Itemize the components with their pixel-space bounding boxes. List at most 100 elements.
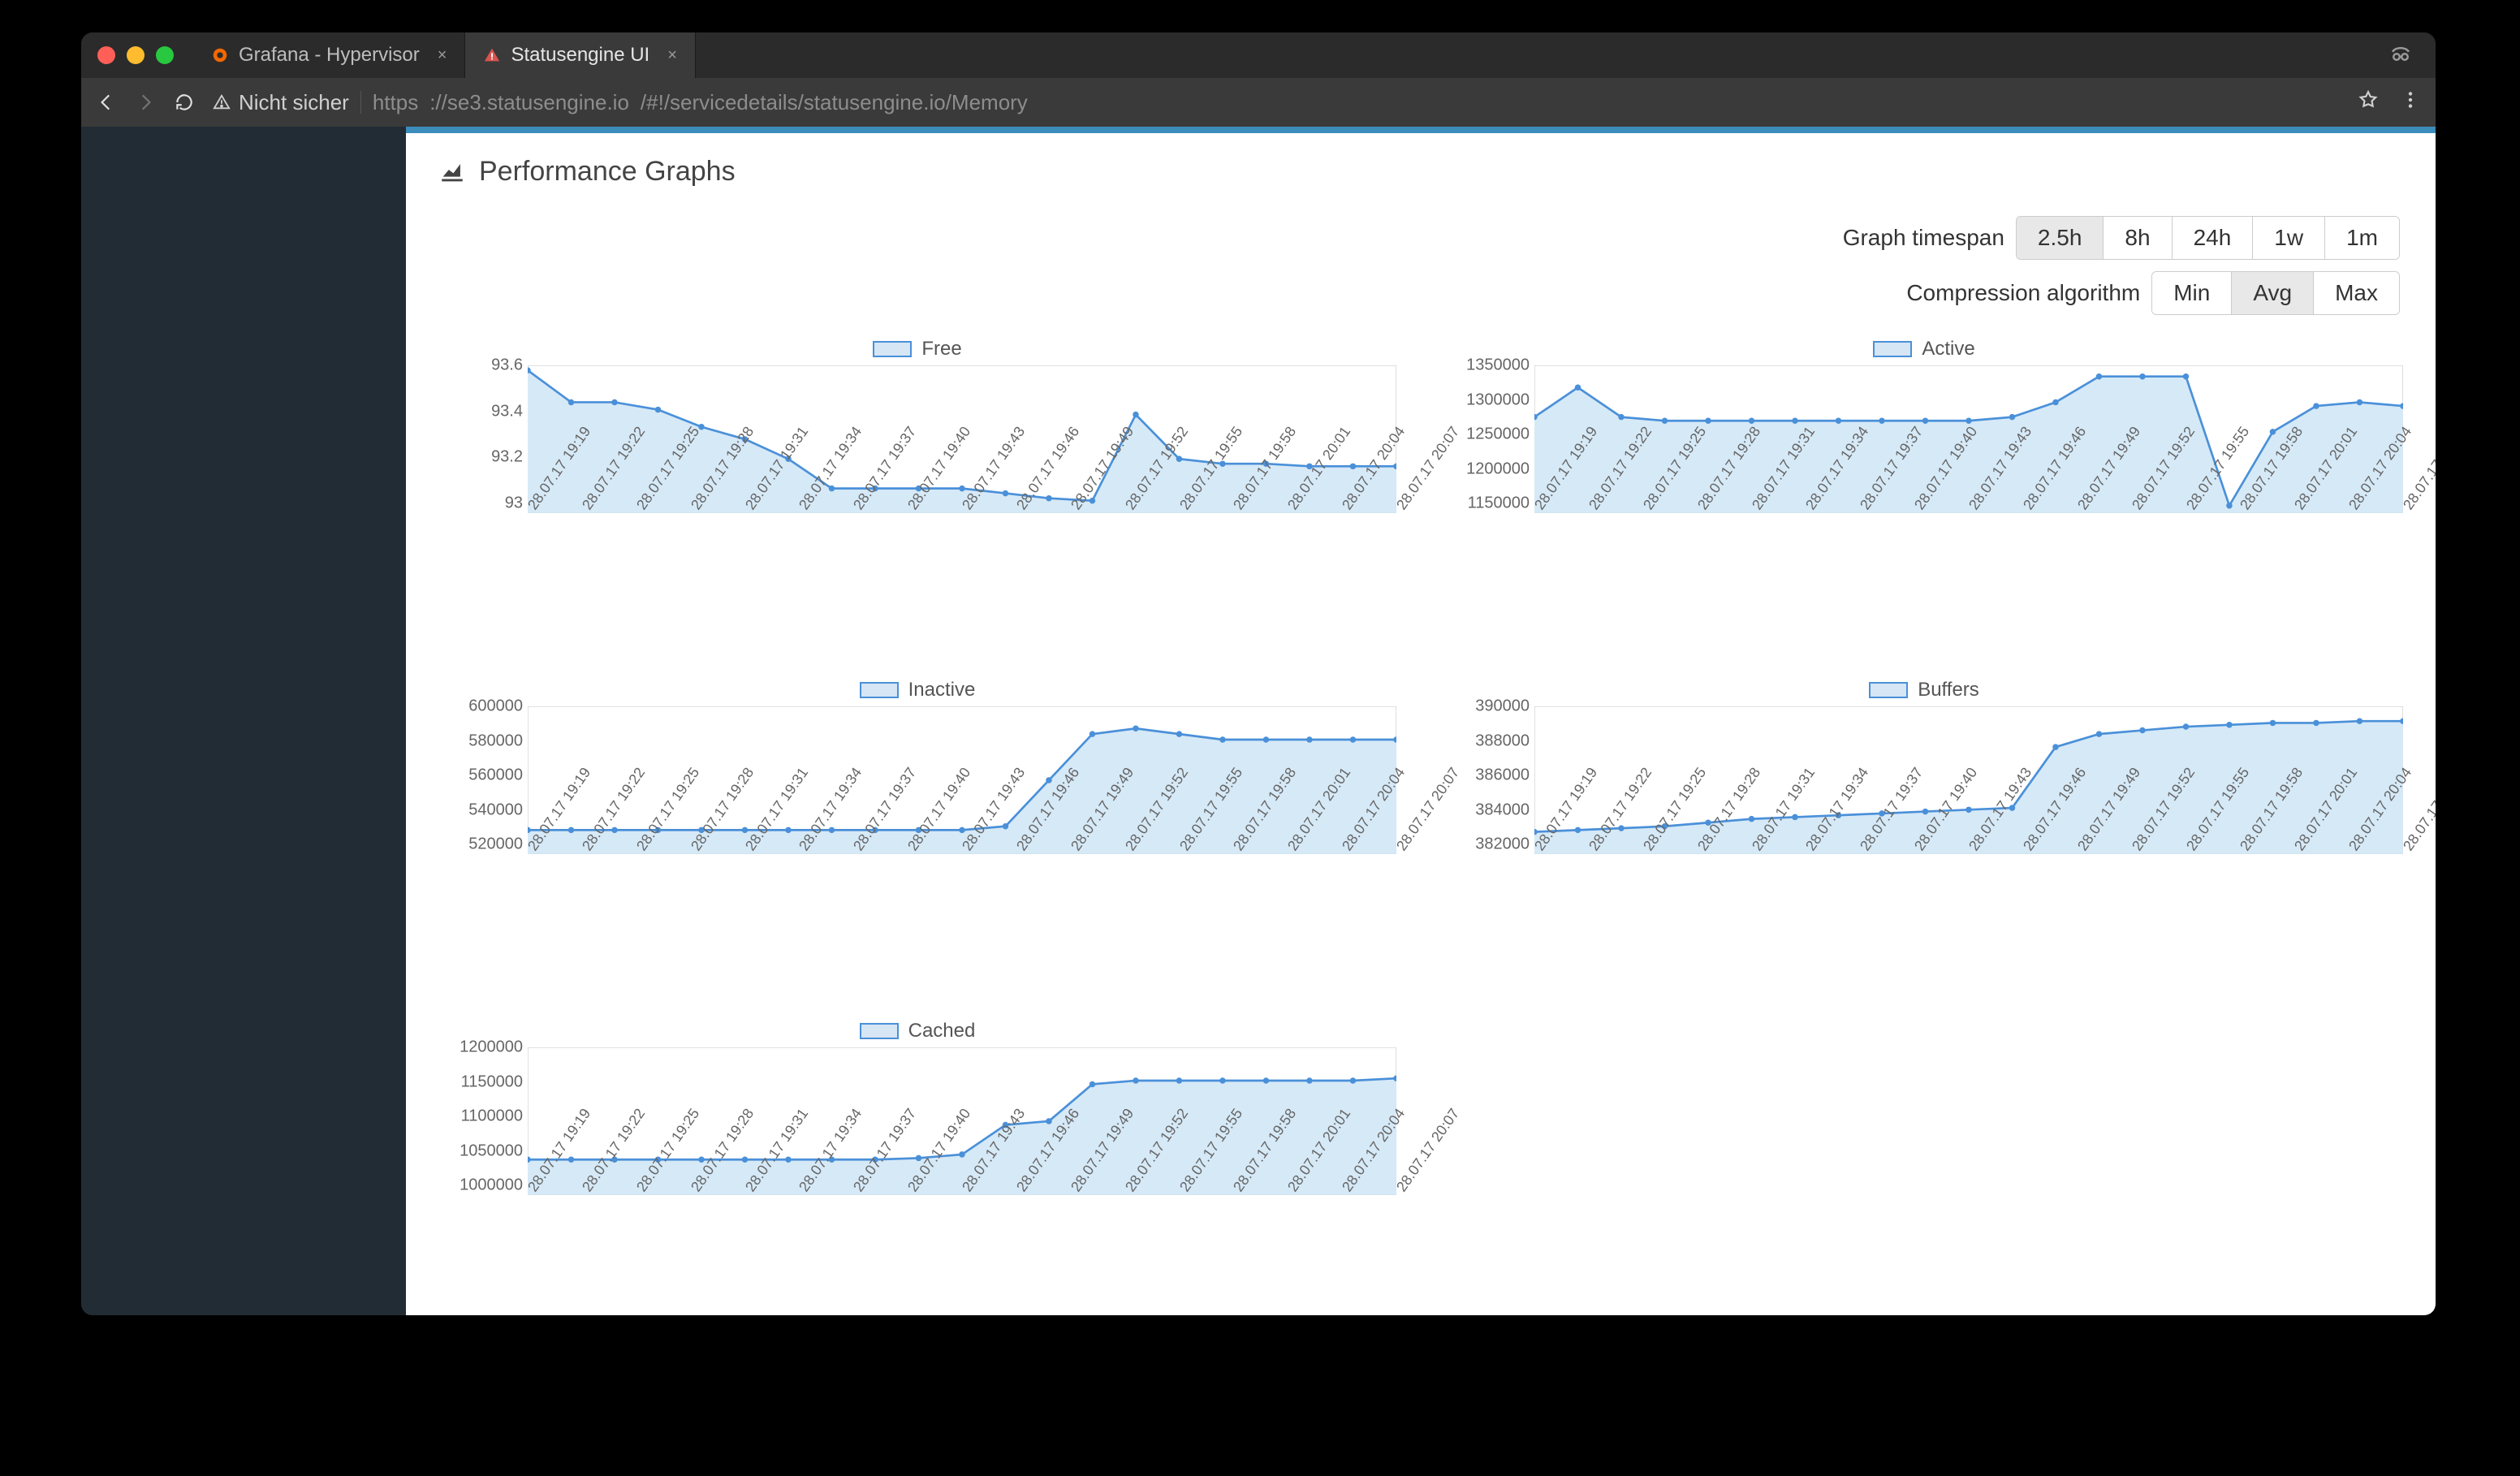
data-point[interactable] <box>1263 736 1269 742</box>
close-window-button[interactable] <box>97 46 115 64</box>
data-point[interactable] <box>1219 1077 1225 1083</box>
data-point[interactable] <box>1922 809 1928 814</box>
chart-legend[interactable]: Free <box>438 338 1396 360</box>
chart-legend[interactable]: Inactive <box>438 679 1396 701</box>
data-point[interactable] <box>1090 1081 1095 1087</box>
data-point[interactable] <box>2096 373 2102 379</box>
chart-legend[interactable]: Active <box>1445 338 2403 360</box>
data-point[interactable] <box>959 1151 964 1157</box>
data-point[interactable] <box>1922 418 1928 424</box>
timespan-button-8h[interactable]: 8h <box>2103 217 2171 259</box>
data-point[interactable] <box>1575 385 1581 391</box>
data-point[interactable] <box>1133 412 1138 417</box>
data-point[interactable] <box>1003 490 1008 496</box>
data-point[interactable] <box>1046 777 1051 783</box>
data-point[interactable] <box>1705 418 1711 424</box>
nav-back-button[interactable] <box>96 92 117 113</box>
zoom-window-button[interactable] <box>156 46 174 64</box>
bookmark-icon[interactable] <box>2358 89 2379 116</box>
data-point[interactable] <box>2096 731 2102 736</box>
data-point[interactable] <box>1879 418 1884 424</box>
data-point[interactable] <box>2357 718 2362 723</box>
data-point[interactable] <box>2270 429 2276 434</box>
data-point[interactable] <box>1350 736 1356 742</box>
data-point[interactable] <box>2183 723 2189 729</box>
data-point[interactable] <box>2052 399 2058 405</box>
data-point[interactable] <box>1003 823 1008 829</box>
data-point[interactable] <box>611 399 617 405</box>
compression-button-Avg[interactable]: Avg <box>2231 272 2313 314</box>
data-point[interactable] <box>1306 1077 1312 1083</box>
reload-button[interactable] <box>174 92 195 113</box>
data-point[interactable] <box>2313 403 2319 408</box>
data-point[interactable] <box>1133 726 1138 732</box>
timespan-button-24h[interactable]: 24h <box>2172 217 2253 259</box>
data-point[interactable] <box>611 827 617 833</box>
timespan-button-1w[interactable]: 1w <box>2252 217 2324 259</box>
menu-icon[interactable] <box>2400 89 2421 116</box>
data-point[interactable] <box>1219 736 1225 742</box>
close-tab-icon[interactable]: × <box>438 46 447 65</box>
data-point[interactable] <box>1046 495 1051 501</box>
data-point[interactable] <box>1263 1077 1269 1083</box>
data-point[interactable] <box>568 1156 574 1162</box>
new-tab-button[interactable] <box>696 32 728 78</box>
compression-button-Min[interactable]: Min <box>2152 272 2231 314</box>
security-indicator[interactable]: Nicht sicher <box>213 90 349 115</box>
data-point[interactable] <box>742 827 748 833</box>
data-point[interactable] <box>1792 418 1797 424</box>
timespan-button-1m[interactable]: 1m <box>2324 217 2399 259</box>
data-point[interactable] <box>1176 455 1182 461</box>
nav-forward-button[interactable] <box>135 92 156 113</box>
data-point[interactable] <box>2270 720 2276 726</box>
data-point[interactable] <box>2357 399 2362 405</box>
data-point[interactable] <box>1350 1077 1356 1083</box>
chart-legend[interactable]: Buffers <box>1445 679 2403 701</box>
data-point[interactable] <box>959 486 964 491</box>
chart-plot[interactable]: 38200038400038600038800039000028.07.17 1… <box>1445 706 2403 844</box>
url-field[interactable]: Nicht sicher https://se3.statusengine.io… <box>213 90 2340 115</box>
data-point[interactable] <box>1792 814 1797 820</box>
data-point[interactable] <box>2139 727 2145 733</box>
data-point[interactable] <box>1662 418 1668 424</box>
data-point[interactable] <box>568 399 574 405</box>
close-tab-icon[interactable]: × <box>667 46 677 65</box>
data-point[interactable] <box>1176 731 1182 736</box>
compression-button-Max[interactable]: Max <box>2313 272 2399 314</box>
data-point[interactable] <box>2052 744 2058 749</box>
chart-plot[interactable]: 1150000120000012500001300000135000028.07… <box>1445 365 2403 503</box>
data-point[interactable] <box>742 1156 748 1162</box>
data-point[interactable] <box>829 827 835 833</box>
data-point[interactable] <box>1046 1118 1051 1124</box>
data-point[interactable] <box>1966 807 1971 813</box>
data-point[interactable] <box>2183 373 2189 379</box>
data-point[interactable] <box>2139 373 2145 379</box>
data-point[interactable] <box>1575 827 1581 833</box>
data-point[interactable] <box>1618 414 1624 420</box>
data-point[interactable] <box>568 827 574 833</box>
data-point[interactable] <box>785 1156 791 1162</box>
data-point[interactable] <box>1133 1077 1138 1083</box>
data-point[interactable] <box>698 424 704 429</box>
data-point[interactable] <box>2313 720 2319 726</box>
browser-tab-grafana[interactable]: Grafana - Hypervisor × <box>193 32 465 78</box>
data-point[interactable] <box>1749 816 1754 822</box>
data-point[interactable] <box>1350 464 1356 469</box>
data-point[interactable] <box>1090 731 1095 736</box>
data-point[interactable] <box>1306 736 1312 742</box>
chart-plot[interactable]: 1000000105000011000001150000120000028.07… <box>438 1047 1396 1185</box>
data-point[interactable] <box>959 827 964 833</box>
data-point[interactable] <box>829 486 835 491</box>
data-point[interactable] <box>2226 722 2232 727</box>
data-point[interactable] <box>655 407 661 412</box>
chart-legend[interactable]: Cached <box>438 1020 1396 1042</box>
browser-tab-statusengine[interactable]: Statusengine UI × <box>465 32 695 78</box>
timespan-button-2_5h[interactable]: 2.5h <box>2017 217 2104 259</box>
data-point[interactable] <box>2009 414 2015 420</box>
chart-plot[interactable]: 52000054000056000058000060000028.07.17 1… <box>438 706 1396 844</box>
data-point[interactable] <box>785 827 791 833</box>
chart-plot[interactable]: 9393.293.493.628.07.17 19:1928.07.17 19:… <box>438 365 1396 503</box>
data-point[interactable] <box>1176 1077 1182 1083</box>
data-point[interactable] <box>1836 418 1841 424</box>
minimize-window-button[interactable] <box>127 46 145 64</box>
